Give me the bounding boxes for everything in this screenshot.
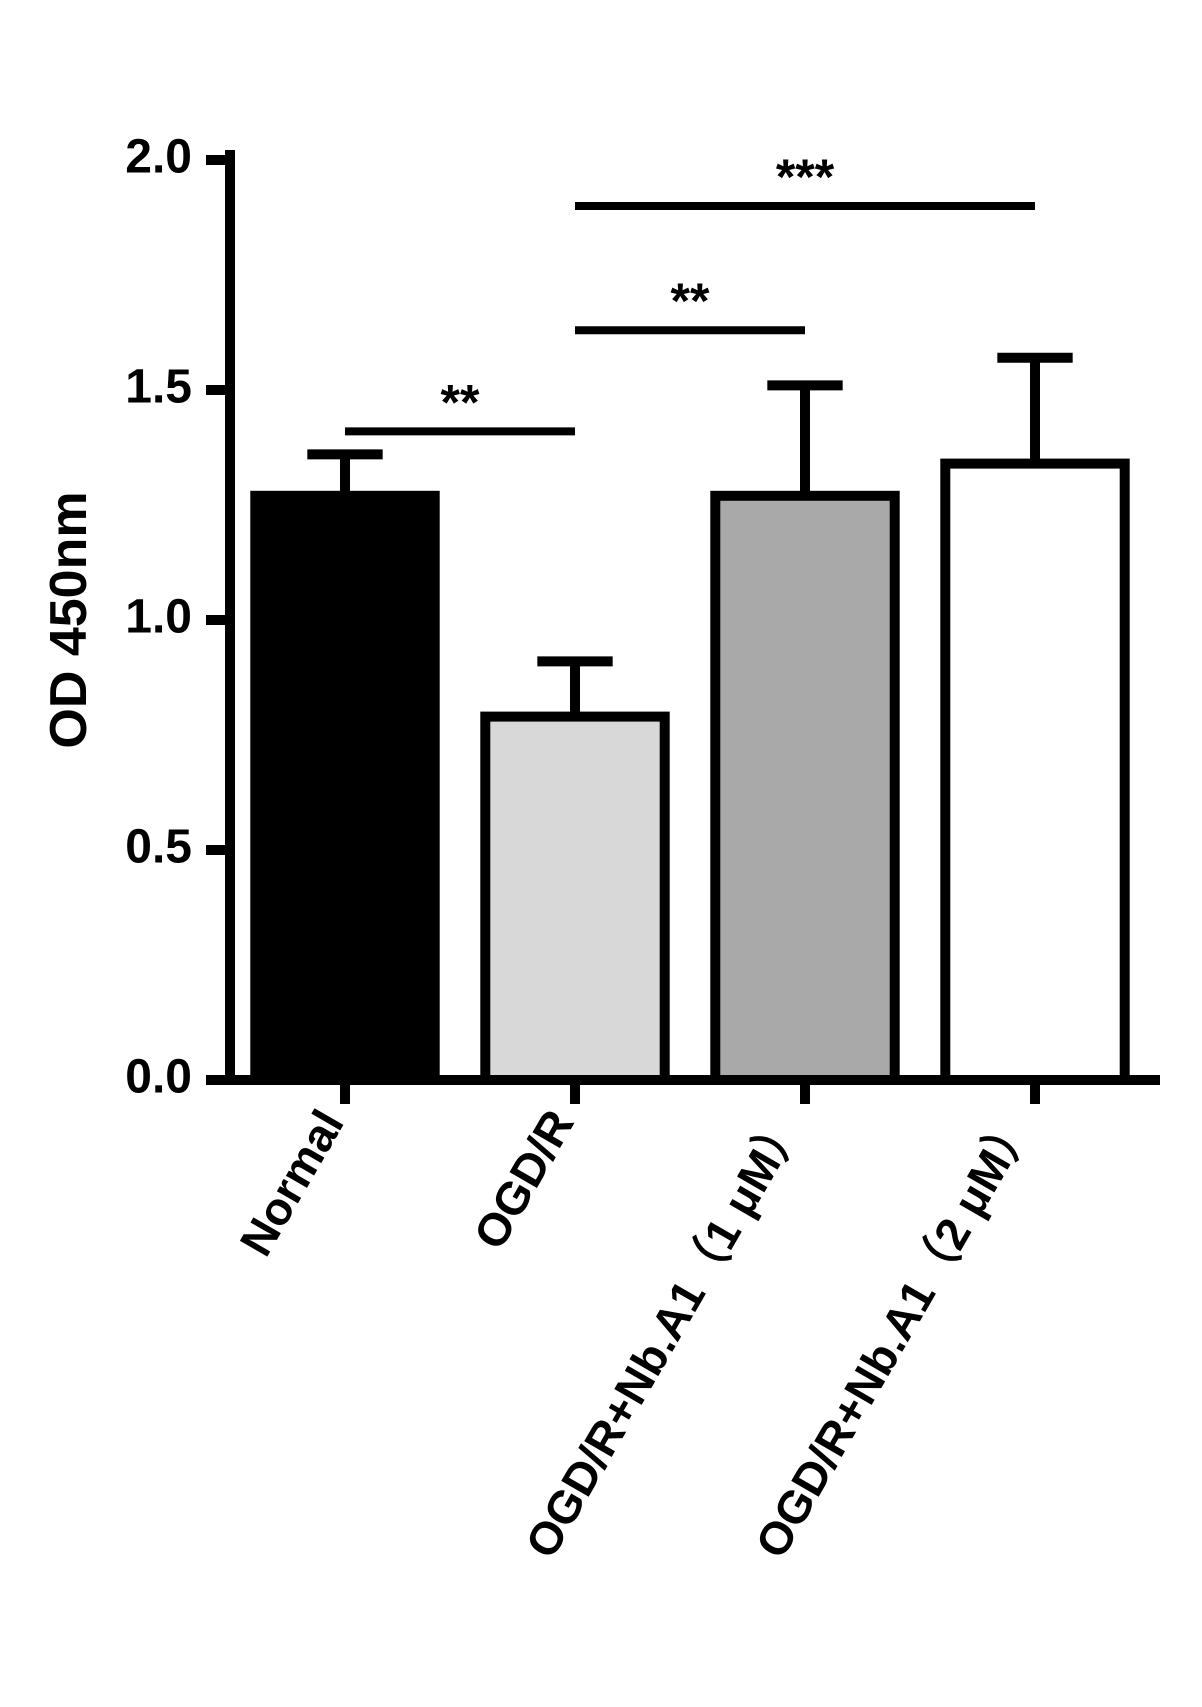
chart-container: 0.00.51.01.52.0OD 450nmNormalOGD/ROGD/R+…: [0, 0, 1202, 1707]
bar-chart: 0.00.51.01.52.0OD 450nmNormalOGD/ROGD/R+…: [0, 0, 1202, 1707]
y-tick-label: 1.5: [125, 361, 192, 414]
significance-label: **: [671, 273, 710, 329]
bar: [715, 496, 894, 1080]
significance-label: ***: [776, 149, 835, 205]
bar: [945, 464, 1124, 1080]
y-tick-label: 1.0: [125, 591, 192, 644]
y-tick-label: 0.5: [125, 821, 192, 874]
y-tick-label: 0.0: [125, 1051, 192, 1104]
bar: [255, 496, 434, 1080]
bar: [485, 717, 664, 1080]
y-tick-label: 2.0: [125, 131, 192, 184]
significance-label: **: [441, 374, 480, 430]
y-axis-label: OD 450nm: [40, 491, 98, 748]
